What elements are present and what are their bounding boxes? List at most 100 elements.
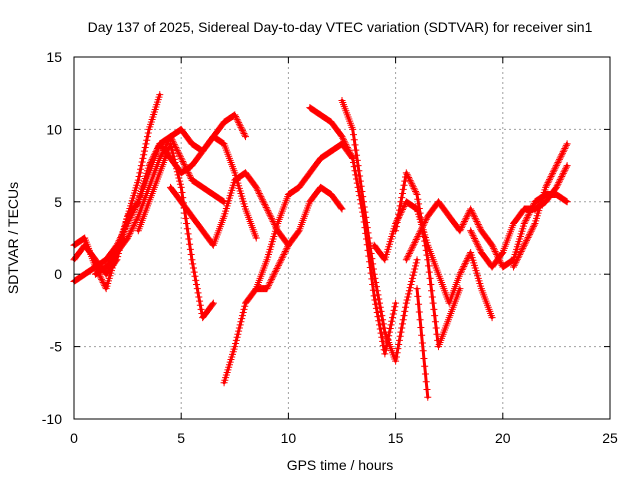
data-point: [256, 191, 264, 199]
data-point: [137, 162, 145, 170]
data-point: [130, 206, 138, 214]
data-point: [546, 174, 554, 182]
data-point: [265, 280, 273, 288]
data-point: [233, 116, 241, 124]
data-point: [132, 217, 140, 225]
data-point: [196, 297, 204, 305]
data-point: [411, 239, 419, 247]
data-point: [488, 314, 496, 322]
data-point: [395, 210, 403, 218]
data-point: [235, 324, 243, 332]
data-point: [125, 216, 133, 224]
data-point: [346, 150, 354, 158]
data-point: [132, 202, 140, 210]
data-point: [555, 179, 563, 187]
data-point: [192, 276, 200, 284]
data-point: [555, 177, 563, 185]
data-point: [166, 140, 174, 148]
data-point: [238, 315, 246, 323]
data-point: [184, 168, 192, 176]
data-point: [398, 190, 406, 198]
data-point: [340, 137, 348, 145]
data-point: [379, 337, 387, 345]
data-point: [412, 187, 420, 195]
data-point: [554, 158, 562, 166]
data-point: [428, 293, 436, 301]
data-point: [267, 277, 275, 285]
data-point: [557, 174, 565, 182]
data-point: [271, 269, 279, 277]
data-point: [425, 268, 433, 276]
data-point: [416, 228, 424, 236]
data-point: [459, 221, 467, 229]
data-point: [254, 186, 262, 194]
data-point: [98, 275, 106, 283]
data-point: [418, 223, 426, 231]
data-point: [468, 230, 476, 238]
data-point: [197, 305, 205, 313]
data-point: [422, 246, 430, 254]
data-point: [237, 123, 245, 131]
data-point: [125, 231, 133, 239]
data-point: [123, 221, 131, 229]
data-point: [128, 225, 136, 233]
data-point: [127, 213, 135, 221]
data-point: [345, 147, 353, 155]
data-point: [169, 149, 177, 157]
data-point: [463, 256, 471, 264]
data-point: [156, 91, 164, 99]
data-point: [193, 285, 201, 293]
data-point: [134, 176, 142, 184]
series-sat-d: [91, 111, 250, 278]
data-point: [524, 233, 532, 241]
data-point: [182, 164, 190, 172]
data-point: [364, 229, 372, 237]
data-point: [128, 210, 136, 218]
data-point: [240, 305, 248, 313]
data-point: [258, 194, 266, 202]
data-point: [421, 362, 429, 370]
data-point: [356, 172, 364, 180]
data-point: [187, 251, 195, 259]
data-point: [548, 171, 556, 179]
data-point: [400, 312, 408, 320]
data-point: [355, 167, 363, 175]
data-point: [553, 182, 561, 190]
data-point: [234, 330, 242, 338]
data-point: [160, 145, 168, 153]
data-point: [266, 211, 274, 219]
data-point: [459, 264, 467, 272]
data-point: [272, 266, 280, 274]
data-point: [456, 270, 464, 278]
data-point: [275, 260, 283, 268]
data-point: [415, 308, 423, 316]
data-point: [558, 151, 566, 159]
data-point: [372, 278, 380, 286]
data-point: [552, 183, 560, 191]
data-point: [474, 219, 482, 227]
data-point: [414, 232, 422, 240]
data-point: [512, 258, 520, 266]
data-point: [263, 285, 271, 293]
data-point: [126, 229, 134, 237]
data-point: [147, 157, 155, 165]
data-point: [456, 227, 464, 235]
data-point: [359, 193, 367, 201]
x-tick-label: 0: [70, 430, 78, 446]
data-point: [420, 232, 428, 240]
data-point: [235, 120, 243, 128]
data-point: [463, 213, 471, 221]
series-sat-l: [370, 198, 496, 322]
series-sat-h: [242, 169, 346, 249]
y-tick-label: -5: [50, 339, 63, 355]
data-point: [409, 271, 417, 279]
data-point: [380, 255, 388, 263]
data-point: [417, 323, 425, 331]
data-point: [236, 122, 244, 130]
data-point: [173, 165, 181, 173]
data-point: [523, 215, 531, 223]
data-point: [542, 183, 550, 191]
data-point: [544, 179, 552, 187]
data-point: [140, 151, 148, 159]
